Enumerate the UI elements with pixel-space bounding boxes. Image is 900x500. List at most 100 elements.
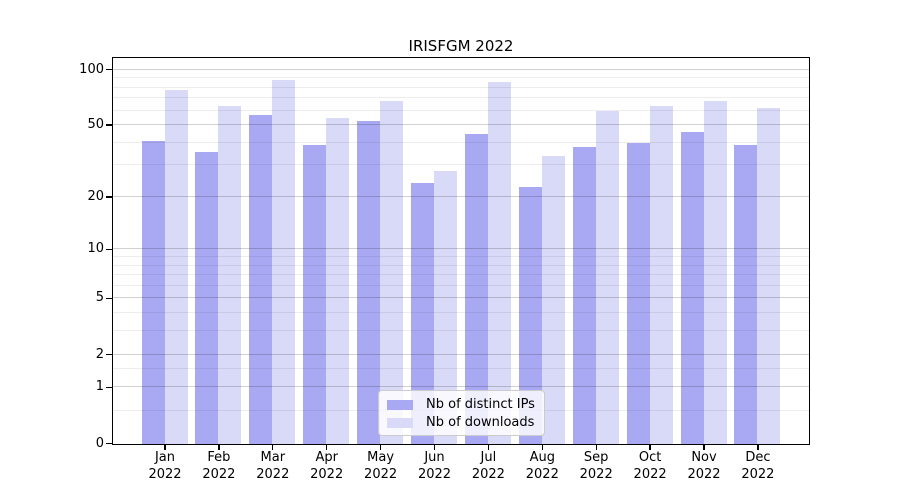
- y-tick-mark: [106, 248, 112, 250]
- legend: Nb of distinct IPs Nb of downloads: [378, 390, 545, 436]
- y-tick-mark: [106, 353, 112, 356]
- bar-distinct-ips-feb: [195, 151, 219, 444]
- legend-item-distinct-ips: Nb of distinct IPs: [387, 397, 544, 413]
- bar-distinct-ips-jan: [141, 141, 165, 444]
- y-tick-label: 20: [87, 188, 104, 204]
- grid-layer: [113, 58, 809, 444]
- bar-downloads-apr: [326, 117, 350, 444]
- gridline-major: [113, 195, 809, 197]
- bar-downloads-jul: [487, 82, 511, 444]
- bar-distinct-ips-apr: [303, 145, 327, 444]
- x-tick-label-month: Apr: [315, 450, 338, 465]
- x-tick-mark: [164, 445, 166, 450]
- x-tick-mark: [649, 445, 651, 450]
- x-tick-label-year: 2022: [525, 466, 559, 482]
- x-tick-mark: [218, 445, 220, 450]
- x-tick-label-year: 2022: [310, 466, 344, 482]
- gridline-minor: [113, 330, 809, 332]
- bars-layer: [113, 58, 809, 444]
- x-tick-label-month: Feb: [207, 450, 231, 465]
- bar-downloads-jun: [434, 171, 457, 444]
- x-tick-mark: [757, 445, 759, 450]
- x-tick-label-month: Nov: [691, 450, 717, 465]
- bar-downloads-may: [380, 101, 404, 444]
- x-tick-label: Nov 2022: [674, 450, 734, 483]
- gridline-minor: [113, 284, 809, 286]
- gridline-major: [113, 248, 809, 250]
- x-tick-mark: [541, 445, 543, 450]
- gridline-minor: [113, 274, 809, 276]
- bar-downloads-nov: [703, 101, 727, 444]
- gridline-major: [113, 353, 809, 355]
- x-tick-label-month: Dec: [745, 450, 771, 465]
- x-tick-label-year: 2022: [741, 466, 775, 482]
- x-tick-label: Jan 2022: [135, 450, 195, 483]
- gridline-minor: [113, 164, 809, 166]
- bar-distinct-ips-oct: [626, 143, 650, 444]
- bar-downloads-sep: [595, 111, 619, 444]
- x-tick-label-year: 2022: [364, 466, 398, 482]
- x-tick-label: May 2022: [351, 450, 411, 483]
- x-tick-label-month: Sep: [583, 450, 609, 465]
- bar-distinct-ips-aug: [518, 186, 542, 444]
- y-tick-mark: [106, 386, 112, 388]
- x-tick-label: Feb 2022: [189, 450, 249, 483]
- x-tick-label-year: 2022: [579, 466, 613, 482]
- x-tick-label: Sep 2022: [566, 450, 626, 483]
- x-tick-label-month: May: [367, 450, 395, 465]
- gridline-minor: [113, 77, 809, 79]
- bar-downloads-feb: [218, 105, 242, 444]
- x-tick-mark: [272, 445, 274, 450]
- y-tick-label: 10: [87, 241, 104, 257]
- y-tick-label: 5: [95, 290, 104, 306]
- bar-distinct-ips-dec: [734, 145, 758, 444]
- x-tick-mark: [595, 445, 597, 450]
- bar-distinct-ips-jun: [411, 183, 434, 444]
- gridline-minor: [113, 109, 809, 111]
- gridline-minor: [113, 86, 809, 88]
- y-tick-label: 2: [95, 346, 104, 362]
- y-tick-mark: [106, 69, 112, 71]
- plot-area: [112, 57, 810, 445]
- y-tick-label: 50: [87, 117, 104, 133]
- x-tick-mark: [487, 445, 490, 450]
- x-tick-label: Aug 2022: [512, 450, 572, 483]
- x-tick-mark: [326, 445, 328, 450]
- bar-distinct-ips-may: [357, 120, 381, 444]
- bar-distinct-ips-jul: [464, 133, 488, 444]
- y-tick-label: 100: [79, 61, 104, 77]
- y-tick-mark: [106, 297, 112, 300]
- y-tick-mark: [106, 442, 112, 445]
- x-tick-label: Apr 2022: [297, 450, 357, 483]
- legend-label-distinct-ips: Nb of distinct IPs: [426, 397, 535, 412]
- x-tick-mark: [703, 445, 705, 450]
- y-tick-label: 1: [95, 379, 104, 395]
- x-tick-label-year: 2022: [256, 466, 290, 482]
- x-tick-label-month: Aug: [529, 450, 555, 465]
- gridline-major: [113, 297, 809, 299]
- legend-swatch-distinct-ips-icon: [387, 400, 413, 410]
- x-tick-mark: [433, 445, 436, 450]
- y-tick-label: 0: [95, 435, 104, 451]
- x-tick-label: Mar 2022: [243, 450, 303, 483]
- x-tick-label-year: 2022: [417, 466, 452, 482]
- bar-downloads-oct: [649, 105, 673, 444]
- x-tick-label-year: 2022: [471, 466, 505, 482]
- gridline-minor: [113, 256, 809, 257]
- y-tick-mark: [106, 124, 112, 126]
- bar-downloads-dec: [757, 108, 781, 444]
- gridline-major: [113, 124, 809, 126]
- x-tick-label-year: 2022: [633, 466, 667, 482]
- x-tick-label-month: Jan: [154, 450, 176, 465]
- gridline-minor: [113, 97, 809, 99]
- x-tick-label-year: 2022: [148, 466, 182, 482]
- bar-downloads-jan: [164, 90, 188, 444]
- x-tick-label-month: Mar: [260, 450, 286, 465]
- x-tick-label: Oct 2022: [620, 450, 680, 483]
- x-tick-label: Dec 2022: [728, 450, 788, 483]
- x-tick-label-month: Jun: [424, 450, 445, 465]
- x-tick-label-month: Oct: [638, 450, 662, 465]
- legend-item-downloads: Nb of downloads: [387, 415, 544, 431]
- bar-downloads-aug: [541, 156, 565, 444]
